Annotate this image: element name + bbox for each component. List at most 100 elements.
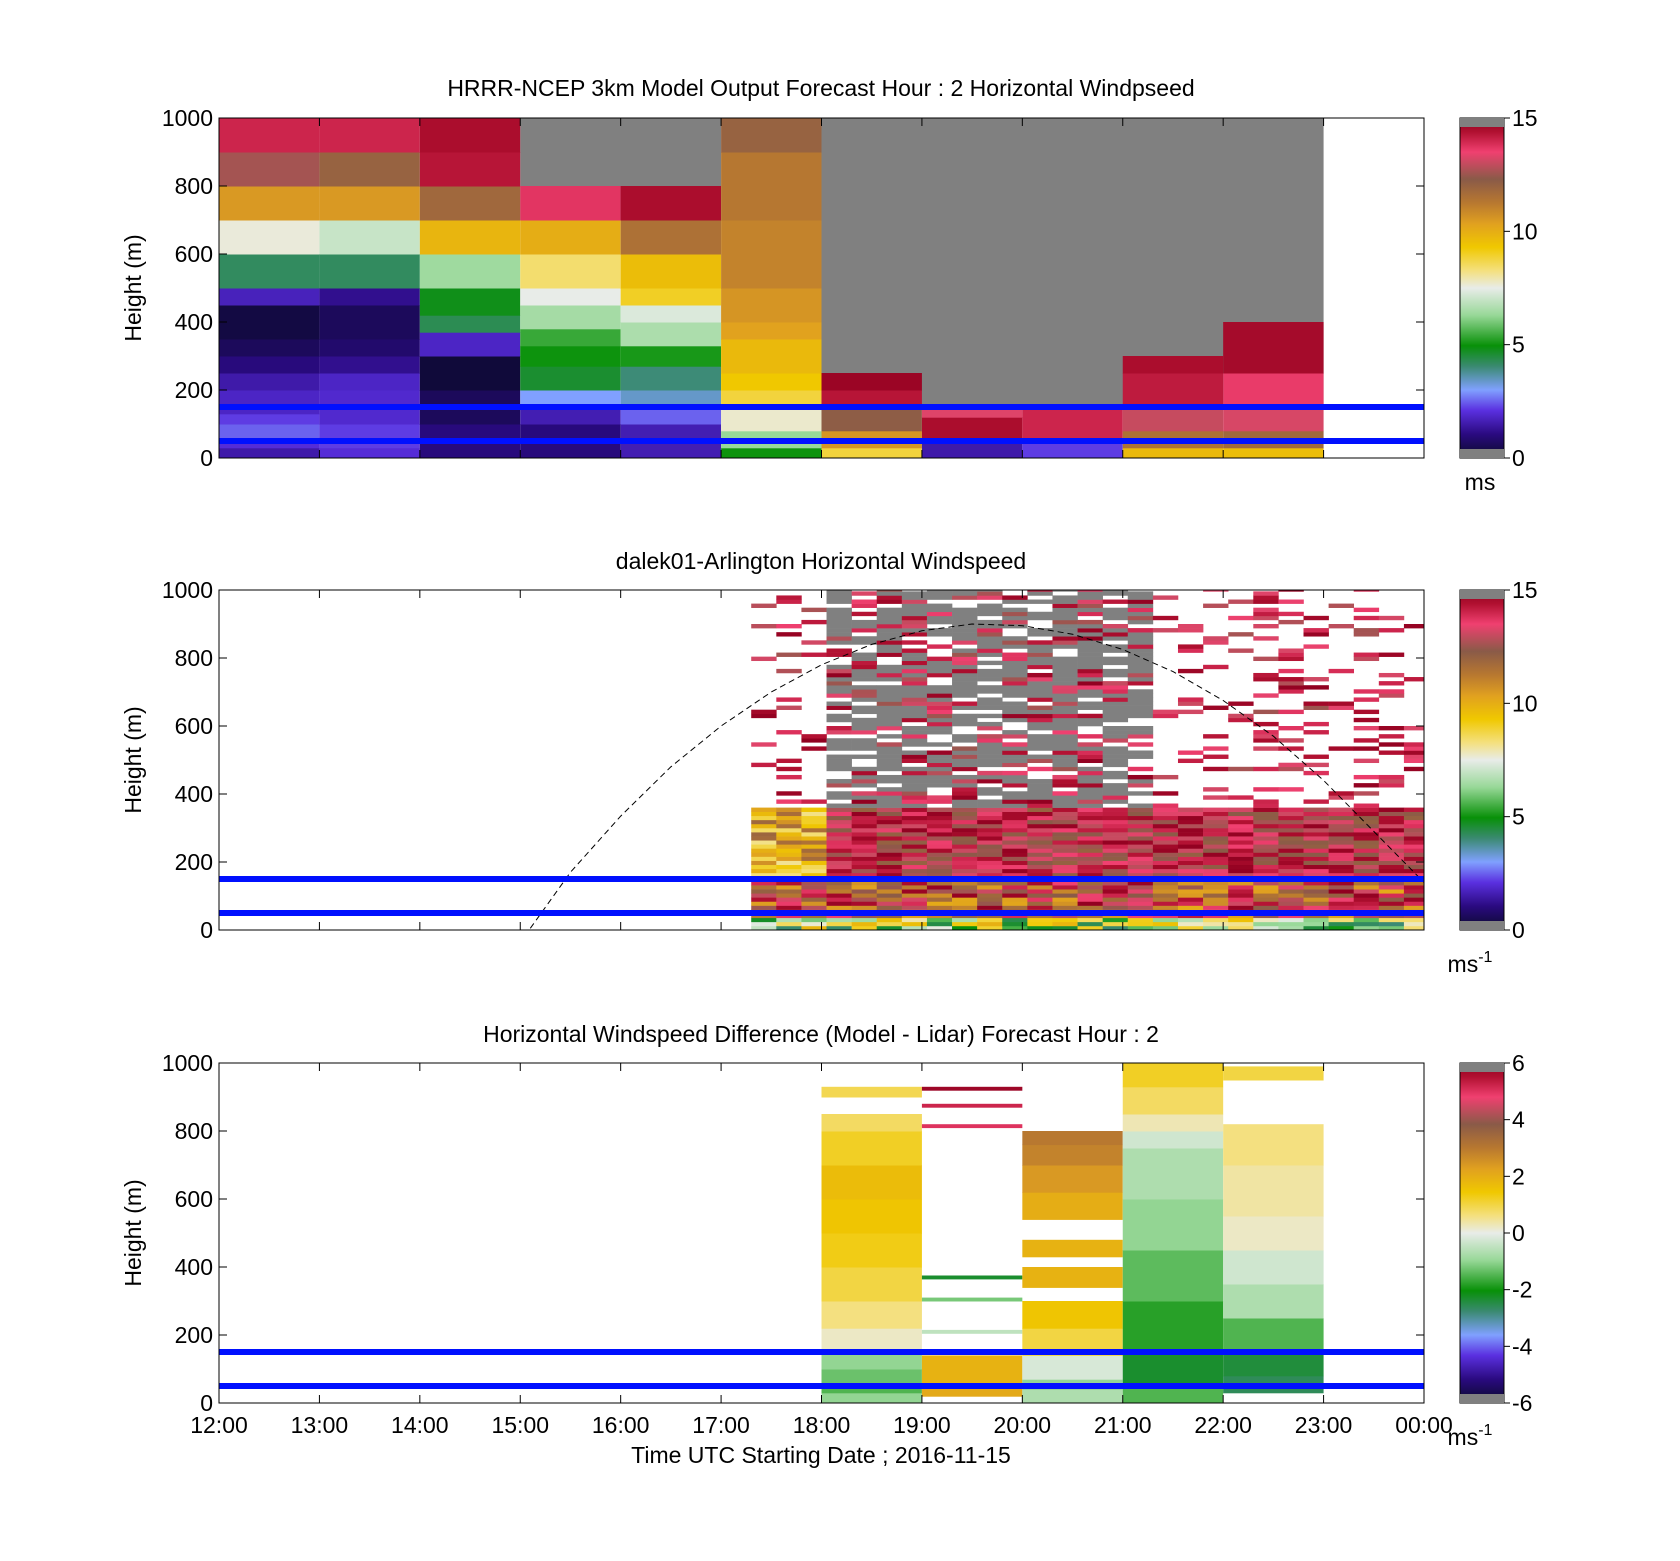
heatmap-cell bbox=[1328, 881, 1355, 886]
heatmap-cell bbox=[821, 1131, 922, 1166]
heatmap-cell bbox=[1328, 840, 1355, 845]
heatmap-cell bbox=[1027, 726, 1053, 731]
heatmap-cell bbox=[1203, 807, 1229, 812]
heatmap-cell bbox=[921, 1329, 1023, 1334]
heatmap-cell bbox=[1353, 848, 1380, 853]
heatmap-cell bbox=[926, 607, 953, 613]
heatmap-cell bbox=[1077, 632, 1103, 637]
heatmap-cell bbox=[1077, 656, 1103, 662]
panel-diff-colorbar-unit-base: ms bbox=[1448, 1424, 1479, 1450]
heatmap-cell bbox=[1253, 766, 1279, 772]
heatmap-cell bbox=[952, 872, 978, 878]
heatmap-cell bbox=[851, 685, 878, 690]
heatmap-cell bbox=[1027, 664, 1053, 670]
heatmap-cell bbox=[952, 648, 978, 653]
heatmap-cell bbox=[926, 774, 953, 780]
heatmap-cell bbox=[1403, 828, 1424, 833]
heatmap-cell bbox=[1022, 1192, 1123, 1220]
heatmap-cell bbox=[926, 750, 953, 755]
heatmap-cell bbox=[826, 864, 852, 870]
heatmap-cell bbox=[1378, 925, 1405, 930]
heatmap-cell bbox=[1228, 823, 1254, 829]
heatmap-cell bbox=[751, 762, 777, 768]
heatmap-cell bbox=[1223, 1216, 1324, 1251]
heatmap-cell bbox=[1102, 656, 1129, 662]
heatmap-cell bbox=[1228, 632, 1254, 637]
heatmap-cell bbox=[876, 803, 903, 808]
heatmap-cell bbox=[1052, 815, 1078, 821]
heatmap-cell bbox=[876, 619, 903, 625]
heatmap-cell bbox=[1403, 897, 1424, 902]
heatmap-cell bbox=[1152, 881, 1179, 886]
heatmap-cell bbox=[1027, 766, 1053, 772]
heatmap-cell bbox=[901, 652, 928, 657]
heatmap-cell bbox=[801, 799, 827, 804]
heatmap-cell bbox=[901, 742, 928, 747]
heatmap-cell bbox=[1353, 807, 1380, 812]
heatmap-cell bbox=[1052, 615, 1078, 621]
heatmap-cell bbox=[1152, 713, 1179, 719]
heatmap-cell bbox=[1002, 868, 1028, 874]
heatmap-cell bbox=[1122, 373, 1224, 408]
heatmap-cell bbox=[1127, 689, 1154, 694]
heatmap-cell bbox=[219, 413, 320, 425]
heatmap-cell bbox=[926, 730, 953, 735]
heatmap-cell bbox=[1122, 1250, 1224, 1302]
x-tick-label: 13:00 bbox=[291, 1412, 349, 1438]
heatmap-cell bbox=[1077, 774, 1103, 780]
heatmap-cell bbox=[1077, 713, 1103, 719]
heatmap-cell bbox=[876, 766, 903, 772]
heatmap-cell bbox=[821, 1352, 922, 1370]
heatmap-cell bbox=[1002, 774, 1028, 780]
heatmap-cell bbox=[1002, 803, 1028, 808]
heatmap-cell bbox=[1127, 840, 1154, 845]
heatmap-cell bbox=[1027, 656, 1053, 662]
heatmap-cell bbox=[952, 734, 978, 739]
heatmap-cell bbox=[876, 921, 903, 927]
heatmap-cell bbox=[1152, 823, 1179, 829]
heatmap-cell bbox=[952, 758, 978, 764]
y-tick-label: 600 bbox=[175, 241, 213, 267]
heatmap-cell bbox=[1253, 889, 1279, 894]
heatmap-cell bbox=[1253, 832, 1279, 837]
panel-diff-title: Horizontal Windspeed Difference (Model -… bbox=[483, 1021, 1159, 1047]
heatmap-cell bbox=[1102, 864, 1129, 870]
colorbar-tick-label: -4 bbox=[1512, 1333, 1533, 1359]
heatmap-cell bbox=[1102, 885, 1129, 890]
heatmap-cell bbox=[876, 832, 903, 837]
heatmap-cell bbox=[1353, 844, 1380, 849]
heatmap-cell bbox=[826, 868, 852, 874]
heatmap-cell bbox=[876, 644, 903, 649]
heatmap-cell bbox=[1027, 713, 1053, 719]
heatmap-cell bbox=[977, 819, 1003, 825]
heatmap-cell bbox=[1027, 738, 1053, 743]
heatmap-cell bbox=[826, 791, 852, 796]
heatmap-cell bbox=[1127, 701, 1154, 706]
heatmap-cell bbox=[1052, 746, 1078, 751]
heatmap-cell bbox=[1077, 624, 1103, 629]
heatmap-cell bbox=[876, 611, 903, 617]
heatmap-cell bbox=[1027, 925, 1053, 930]
heatmap-cell bbox=[1403, 832, 1424, 837]
heatmap-cell bbox=[620, 322, 722, 347]
heatmap-cell bbox=[1303, 872, 1329, 878]
heatmap-cell bbox=[1253, 819, 1279, 825]
heatmap-cell bbox=[1177, 701, 1204, 706]
heatmap-cell bbox=[926, 783, 953, 788]
y-tick-label: 600 bbox=[175, 713, 213, 739]
heatmap-cell bbox=[1378, 774, 1405, 780]
heatmap-cell bbox=[901, 832, 928, 837]
heatmap-cell bbox=[620, 390, 722, 408]
heatmap-cell bbox=[776, 807, 802, 812]
heatmap-cell bbox=[826, 619, 852, 625]
panel-diff-colorbar-bottom-cap bbox=[1460, 1394, 1504, 1403]
heatmap-cell bbox=[419, 118, 521, 153]
heatmap-cell bbox=[1328, 860, 1355, 866]
heatmap-cell bbox=[1328, 807, 1355, 812]
heatmap-cell bbox=[926, 603, 953, 608]
heatmap-cell bbox=[876, 705, 903, 710]
heatmap-cell bbox=[1002, 762, 1028, 768]
heatmap-cell bbox=[876, 779, 903, 784]
heatmap-cell bbox=[1228, 885, 1254, 890]
heatmap-cell bbox=[1122, 356, 1224, 374]
